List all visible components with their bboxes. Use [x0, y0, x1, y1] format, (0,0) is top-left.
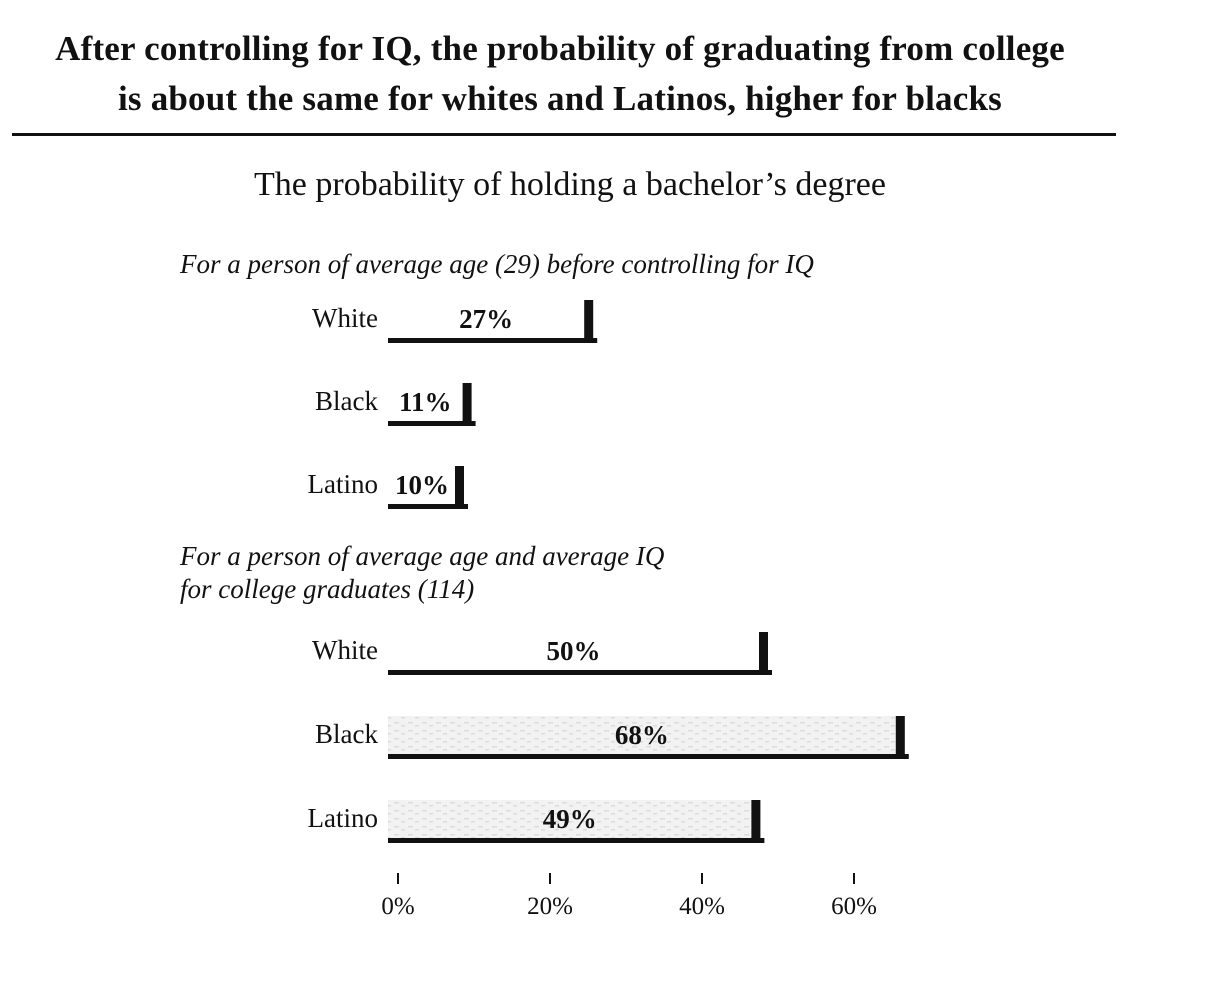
panel-2-latino-bar-face: [388, 800, 761, 838]
panel-2-white-label: White: [312, 635, 378, 665]
chart-title-line-1: After controlling for IQ, the probabilit…: [55, 29, 1065, 68]
panel-1-latino-value-label: 10%: [395, 470, 449, 500]
x-tick-label-60: 60%: [831, 893, 877, 920]
panel-1-white-bar-edge: [584, 300, 594, 343]
x-tick-label-40: 40%: [679, 893, 725, 920]
panel-2-title-line-2: for college graduates (114): [180, 574, 475, 604]
panel-2-latino-bar-edge: [751, 800, 761, 843]
panel-1-latino-bar-edge: [455, 466, 464, 509]
panel-1-latino-label: Latino: [308, 469, 378, 499]
panel-2-white-bar-edge: [759, 632, 768, 675]
panel-1-white-label: White: [312, 303, 378, 333]
panel-1-white-bar-base: [388, 338, 598, 343]
panel-1-black-value-label: 11%: [399, 387, 452, 417]
panel-2-latino-bar: [388, 800, 765, 843]
panel-2-white-bar: [388, 632, 772, 675]
panel-1-latino-bar-base: [388, 504, 468, 509]
panel-1-white-value-label: 27%: [459, 304, 513, 334]
panel-2-black-bar-base: [388, 754, 909, 759]
panel-1-white-bar: [388, 300, 598, 343]
panel-1-black-bar-base: [388, 421, 476, 426]
panel-2-latino-bar-base: [388, 838, 765, 843]
panel-2-black-bar: [388, 716, 909, 759]
panel-1-black-bar-face: [388, 383, 472, 421]
chart-subtitle: The probability of holding a bachelor’s …: [254, 166, 886, 203]
panel-2-latino-value-label: 49%: [543, 804, 597, 834]
panel-1-black-bar: [388, 383, 476, 426]
panel-2-title: For a person of average age and average …: [180, 540, 664, 606]
panel-1-black-label: Black: [315, 386, 378, 416]
x-tick-label-0: 0%: [381, 893, 414, 920]
panel-2-title-line-1: For a person of average age and average …: [180, 541, 665, 571]
panel-1-latino-bar-face: [388, 466, 464, 504]
panel-1-white-bar-face: [388, 300, 594, 338]
x-tick-label-20: 20%: [527, 893, 573, 920]
panel-2-white-bar-base: [388, 670, 772, 675]
panel-2-white-value-label: 50%: [547, 636, 601, 666]
panel-1-title: For a person of average age (29) before …: [180, 248, 814, 281]
panel-1-title-line-1: For a person of average age (29) before …: [180, 249, 814, 279]
title-divider: [12, 133, 1116, 136]
panel-1-latino-bar: [388, 466, 468, 509]
panel-2-black-label: Black: [315, 719, 378, 749]
panel-1-black-bar-edge: [462, 383, 472, 426]
chart-title-line-2: is about the same for whites and Latinos…: [118, 79, 1002, 118]
panel-2-latino-label: Latino: [308, 803, 378, 833]
panel-2-black-bar-face: [388, 716, 905, 754]
panel-2-black-value-label: 68%: [615, 720, 669, 750]
panel-2-black-bar-edge: [895, 716, 905, 759]
panel-2-white-bar-face: [388, 632, 768, 670]
chart-title: After controlling for IQ, the probabilit…: [0, 24, 1120, 124]
